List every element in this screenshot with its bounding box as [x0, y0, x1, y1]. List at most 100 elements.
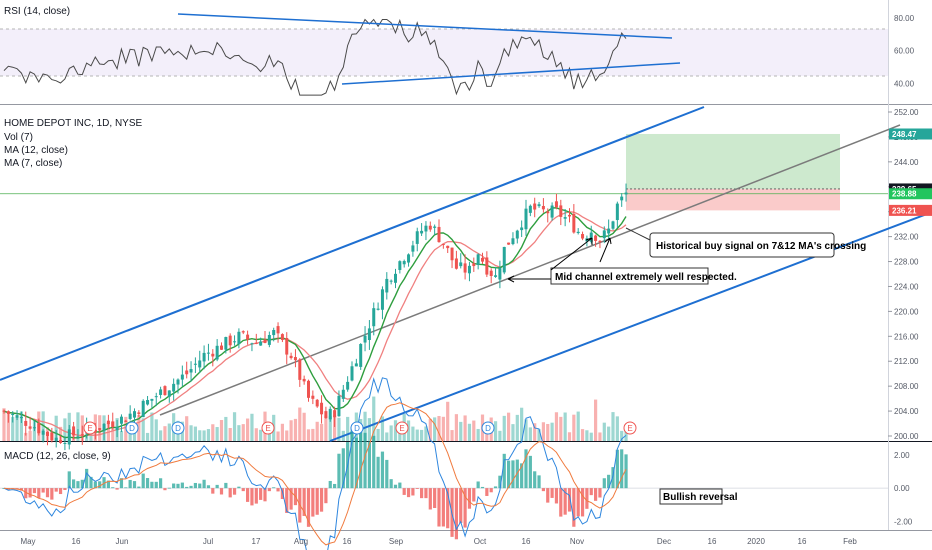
macd-hist-bar: [263, 488, 267, 502]
volume-bar: [472, 420, 476, 441]
candle-body: [259, 341, 263, 346]
price-tick-label: 216.00: [894, 332, 919, 341]
macd-hist-bar: [50, 488, 54, 500]
macd-hist-bar: [45, 488, 50, 498]
candle: [11, 411, 15, 423]
candle-body: [324, 411, 328, 418]
volume-bar: [28, 430, 32, 441]
macd-hist-bar: [598, 488, 602, 498]
candle: [337, 390, 341, 417]
volume-bar: [324, 415, 328, 441]
volume-bar: [246, 418, 250, 441]
event-circle: [83, 421, 97, 435]
candle-body: [481, 257, 484, 262]
candle-body: [489, 270, 493, 276]
macd-hist-bar: [232, 488, 237, 495]
volume-bar: [185, 416, 189, 441]
candle-body: [146, 400, 150, 405]
volume-bar: [607, 426, 611, 441]
candle-body: [37, 423, 41, 434]
price-tag-label: 248.47: [892, 130, 917, 139]
volume-bar: [328, 416, 332, 441]
candle-body: [372, 308, 376, 327]
candle: [411, 240, 415, 257]
macd-hist-bar: [202, 479, 206, 489]
signal-line: [3, 402, 627, 546]
macd-hist-bar: [115, 488, 119, 490]
candle-body: [206, 352, 210, 354]
candle-body: [246, 334, 250, 340]
candle: [394, 268, 397, 289]
candle-body: [167, 390, 171, 397]
candle-body: [450, 247, 454, 261]
volume-bar: [163, 426, 167, 441]
volume-bar: [415, 429, 419, 441]
candle-body: [624, 192, 628, 195]
candle: [54, 430, 58, 448]
candle: [624, 183, 628, 202]
candle-body: [337, 395, 341, 417]
candle: [424, 221, 428, 241]
candle: [202, 345, 206, 370]
candle-body: [411, 245, 415, 252]
candle-body: [159, 389, 163, 395]
candle-body: [333, 410, 337, 418]
event-marker: D: [481, 421, 495, 435]
candle: [59, 435, 63, 444]
macd-hist-bar: [463, 488, 467, 528]
macd-hist-bar: [315, 488, 319, 515]
candle-body: [485, 257, 489, 275]
candle: [367, 320, 371, 350]
candle-body: [133, 411, 136, 418]
volume-bar: [311, 428, 315, 441]
candle: [250, 342, 254, 352]
candle: [280, 333, 284, 343]
time-tick-label: Jul: [203, 537, 213, 546]
macd-hist-bar: [172, 483, 176, 489]
macd-hist-bar: [333, 483, 337, 489]
volume-bar: [298, 407, 302, 441]
price-tag: 238.88: [889, 188, 932, 200]
ma7-line: [3, 207, 627, 439]
candle-body: [180, 374, 184, 380]
candle: [150, 398, 154, 409]
candle-body: [350, 366, 354, 381]
volume-bar: [594, 399, 598, 441]
candle: [15, 410, 19, 421]
macd-hist-bar: [163, 488, 167, 491]
macd-hist-bar: [98, 481, 102, 489]
volume-bar: [193, 426, 197, 441]
candle-body: [189, 369, 193, 373]
volume-bar: [267, 431, 271, 441]
volume-bar: [128, 429, 132, 441]
candle: [119, 414, 123, 432]
volume-bar: [254, 428, 258, 441]
candle: [241, 330, 245, 335]
candle: [589, 225, 593, 244]
volume-bar: [154, 419, 158, 441]
candle-body: [415, 231, 419, 244]
volume-bar: [306, 429, 311, 441]
macd-hist-bar: [119, 478, 124, 489]
volume-bar: [620, 430, 624, 441]
candle: [37, 418, 41, 436]
macd-hist-bar: [254, 488, 258, 504]
macd-hist-bar: [154, 481, 158, 489]
macd-hist-bar: [541, 488, 545, 492]
candle: [115, 419, 119, 438]
candle: [389, 279, 393, 285]
candle: [198, 350, 202, 373]
volume-bar: [515, 414, 519, 441]
macd-hist-bar: [319, 488, 324, 512]
candle-body: [615, 203, 619, 221]
volume-bar: [498, 430, 502, 441]
volume-bar: [232, 412, 237, 441]
candle-body: [2, 410, 6, 412]
macd-hist-bar: [145, 478, 150, 489]
candle-body: [446, 245, 450, 249]
note-box: [659, 488, 723, 505]
macd-hist-bar: [594, 488, 598, 501]
